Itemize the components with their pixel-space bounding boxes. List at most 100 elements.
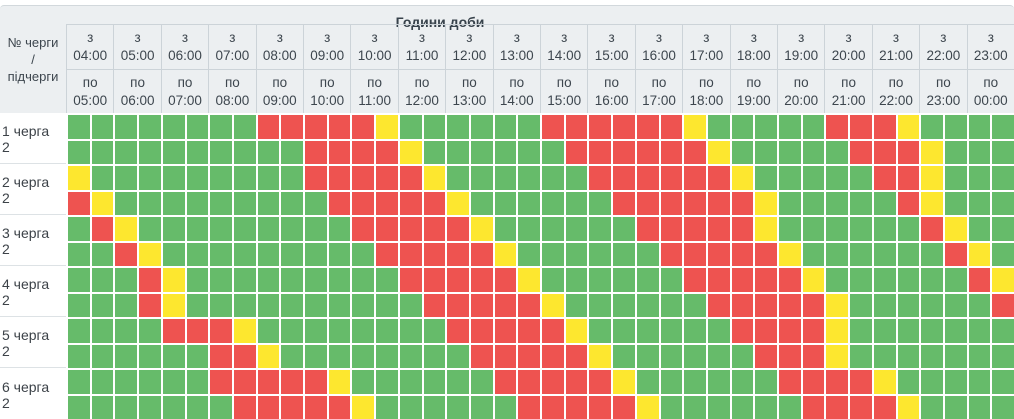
- hour-prefix: по: [509, 74, 525, 90]
- schedule-cell: [802, 115, 825, 139]
- schedule-cell: [992, 268, 1014, 292]
- schedule-cell: [328, 191, 351, 215]
- schedule-cell: [731, 268, 754, 292]
- schedule-cell: [802, 191, 825, 215]
- schedule-cell: [565, 115, 588, 139]
- schedule-cell: [613, 319, 635, 343]
- schedule-cell: [447, 370, 469, 394]
- schedule-cell: [186, 217, 209, 241]
- schedule-cell: [233, 319, 256, 343]
- schedule-cell: [257, 395, 280, 419]
- schedule-cell: [779, 370, 801, 394]
- schedule-cell: [542, 115, 564, 139]
- schedule-cell: [873, 344, 896, 368]
- schedule-cell: [518, 166, 540, 190]
- schedule-cell: [210, 344, 232, 368]
- hour-column-header-to: по 11:00: [350, 70, 397, 113]
- schedule-cell: [542, 217, 564, 241]
- schedule-cell: [542, 319, 564, 343]
- schedule-cell: [921, 344, 943, 368]
- schedule-cell: [305, 319, 327, 343]
- schedule-cell: [944, 217, 967, 241]
- schedule-cell: [494, 293, 517, 317]
- schedule-cell: [707, 268, 730, 292]
- hour-time: 13:00: [499, 48, 534, 63]
- schedule-header: Години доби: [0, 5, 1014, 113]
- hour-column-header-to: по 23:00: [919, 70, 966, 113]
- schedule-grid: 1 черга 2 2 черга 2 3 черга 2 4 черга 2 5 черга 2…: [0, 113, 1014, 419]
- schedule-cell: [423, 395, 446, 419]
- subqueue-number: 2: [2, 343, 10, 359]
- schedule-cell: [897, 166, 920, 190]
- hour-time: 18:00: [736, 48, 771, 63]
- hour-prefix: по: [983, 74, 999, 90]
- schedule-cell: [162, 115, 185, 139]
- schedule-cell: [779, 166, 801, 190]
- schedule-cell: [542, 293, 564, 317]
- hour-time: 00:00: [973, 92, 1008, 108]
- schedule-cell: [802, 217, 825, 241]
- schedule-cell: [731, 344, 754, 368]
- schedule-cell: [352, 344, 375, 368]
- schedule-cell: [873, 395, 896, 419]
- schedule-cell: [826, 319, 849, 343]
- hour-column-header-from: з 06:00: [160, 25, 208, 69]
- hour-time: 06:00: [168, 48, 202, 63]
- schedule-cell: [755, 191, 777, 215]
- hour-column-header-from: з 14:00: [540, 25, 587, 69]
- schedule-cell: [802, 268, 825, 292]
- schedule-cell: [281, 319, 303, 343]
- queue-label: 2 черга 2: [0, 166, 66, 215]
- schedule-cell: [233, 217, 256, 241]
- schedule-cell: [636, 115, 659, 139]
- schedule-cell: [494, 217, 517, 241]
- schedule-cell: [684, 191, 706, 215]
- schedule-cell: [186, 319, 209, 343]
- hour-time: 09:00: [262, 92, 297, 108]
- schedule-cell: [328, 268, 351, 292]
- schedule-cell: [565, 140, 588, 164]
- hour-column-header-to: по 21:00: [824, 70, 871, 113]
- schedule-cell: [162, 395, 185, 419]
- schedule-cell: [589, 395, 612, 419]
- schedule-cell: [399, 191, 422, 215]
- schedule-cell: [494, 191, 517, 215]
- schedule-cell: [944, 115, 967, 139]
- queue-name: 2 черга: [2, 174, 50, 190]
- schedule-cell: [755, 115, 777, 139]
- schedule-cell: [589, 319, 612, 343]
- schedule-cell: [873, 268, 896, 292]
- schedule-cell: [660, 115, 683, 139]
- hour-time: 22:00: [879, 92, 913, 108]
- schedule-cell: [826, 140, 849, 164]
- schedule-cell: [518, 370, 540, 394]
- schedule-cell: [850, 293, 872, 317]
- schedule-cell: [210, 370, 232, 394]
- schedule-cell: [68, 166, 90, 190]
- schedule-cell: [328, 293, 351, 317]
- hour-column-header-to: по 19:00: [729, 70, 777, 113]
- schedule-cell: [186, 268, 209, 292]
- schedule-cell: [423, 319, 446, 343]
- schedule-cell: [186, 293, 209, 317]
- schedule-cell: [139, 395, 161, 419]
- hour-time: 13:00: [452, 92, 487, 108]
- schedule-cell: [802, 140, 825, 164]
- schedule-cell: [518, 319, 540, 343]
- schedule-cell: [802, 370, 825, 394]
- schedule-cell: [589, 293, 612, 317]
- queue-name: 5 черга: [2, 327, 50, 343]
- schedule-cell: [305, 344, 327, 368]
- schedule-cell: [518, 217, 540, 241]
- hour-prefix: по: [604, 74, 619, 90]
- schedule-cell: [921, 242, 943, 266]
- schedule-cell: [186, 395, 209, 419]
- schedule-cell: [423, 344, 446, 368]
- hour-time: 17:00: [689, 48, 724, 63]
- schedule-cell: [91, 166, 114, 190]
- schedule-cell: [210, 166, 232, 190]
- schedule-cell: [684, 268, 706, 292]
- schedule-cell: [233, 115, 256, 139]
- schedule-cell: [328, 140, 351, 164]
- schedule-cell: [210, 217, 232, 241]
